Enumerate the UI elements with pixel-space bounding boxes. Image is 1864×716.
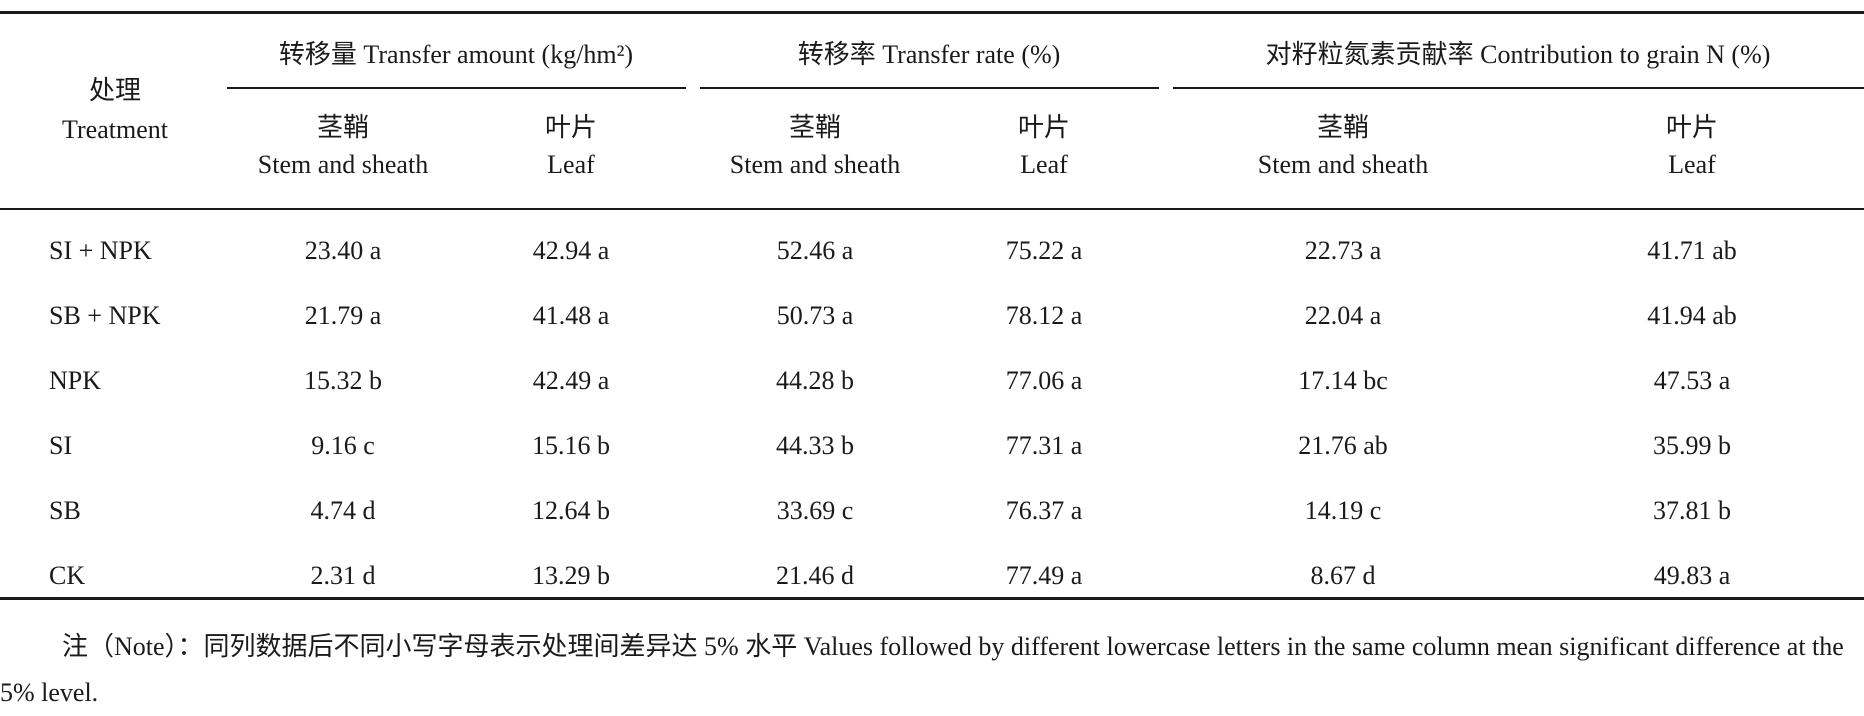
cell-contribution-stem: 21.76 ab: [1298, 431, 1388, 460]
subheader-stem-sheath-rate: 茎鞘 Stem and sheath: [730, 113, 900, 180]
row-treatment: SI: [49, 431, 73, 460]
subheader-leaf-contribution: 叶片 Leaf: [1666, 113, 1718, 180]
row-treatment: SI + NPK: [49, 236, 152, 265]
group-rule-transfer-rate: [700, 87, 1159, 89]
cell-contribution-stem: 22.73 a: [1304, 236, 1382, 265]
cell-transfer-amount-stem: 15.32 b: [304, 366, 382, 395]
cell-transfer-amount-leaf: 12.64 b: [532, 496, 610, 525]
treatment-header: 处理 Treatment: [62, 76, 168, 145]
table-bottom-rule: [0, 597, 1864, 600]
cell-transfer-rate-stem: 52.46 a: [776, 236, 854, 265]
cell-transfer-rate-leaf: 77.06 a: [1005, 366, 1083, 395]
subheader-stem-sheath-amount: 茎鞘 Stem and sheath: [258, 113, 428, 180]
cell-transfer-rate-stem: 50.73 a: [776, 301, 854, 330]
row-treatment: SB + NPK: [49, 301, 161, 330]
cell-contribution-leaf: 47.53 a: [1653, 366, 1731, 395]
row-treatment: NPK: [49, 366, 102, 395]
cell-transfer-rate-leaf: 77.31 a: [1005, 431, 1083, 460]
subheader-stem-sheath-contribution: 茎鞘 Stem and sheath: [1258, 113, 1428, 180]
cell-transfer-amount-leaf: 42.94 a: [532, 236, 610, 265]
cell-transfer-amount-leaf: 15.16 b: [532, 431, 610, 460]
cell-transfer-amount-stem: 2.31 d: [310, 561, 376, 590]
treatment-header-en: Treatment: [62, 115, 168, 144]
cell-transfer-amount-stem: 4.74 d: [310, 496, 376, 525]
subheader-en: Leaf: [1668, 150, 1716, 179]
subheader-en: Stem and sheath: [1257, 150, 1429, 179]
cell-contribution-leaf: 49.83 a: [1653, 561, 1731, 590]
cell-contribution-leaf: 35.99 b: [1653, 431, 1731, 460]
group-header-contribution: 对籽粒氮素贡献率 Contribution to grain N (%): [1265, 40, 1771, 69]
cell-contribution-stem: 22.04 a: [1304, 301, 1382, 330]
subheader-en: Stem and sheath: [729, 150, 901, 179]
group-header-transfer-amount: 转移量 Transfer amount (kg/hm²): [278, 40, 634, 69]
table-top-rule: [0, 11, 1864, 14]
group-rule-contribution: [1173, 87, 1864, 89]
cell-transfer-rate-leaf: 77.49 a: [1005, 561, 1083, 590]
cell-contribution-leaf: 41.94 ab: [1647, 301, 1737, 330]
table-header-rule: [0, 208, 1864, 210]
cell-contribution-stem: 17.14 bc: [1298, 366, 1388, 395]
subheader-zh: 叶片: [544, 113, 598, 142]
cell-contribution-stem: 8.67 d: [1310, 561, 1376, 590]
cell-transfer-rate-stem: 44.28 b: [776, 366, 854, 395]
subheader-zh: 叶片: [1665, 113, 1719, 142]
subheader-zh: 茎鞘: [316, 113, 370, 142]
subheader-zh: 茎鞘: [1316, 113, 1370, 142]
cell-transfer-rate-stem: 44.33 b: [776, 431, 854, 460]
cell-transfer-amount-leaf: 13.29 b: [532, 561, 610, 590]
treatment-header-zh: 处理: [88, 76, 142, 105]
subheader-zh: 叶片: [1017, 113, 1071, 142]
cell-contribution-leaf: 41.71 ab: [1647, 236, 1737, 265]
cell-transfer-amount-stem: 23.40 a: [304, 236, 382, 265]
group-rule-transfer-amount: [227, 87, 686, 89]
cell-transfer-rate-leaf: 76.37 a: [1005, 496, 1083, 525]
table-note: 注（Note）：同列数据后不同小写字母表示处理间差异达 5% 水平 Values…: [0, 624, 1864, 716]
subheader-en: Leaf: [1020, 150, 1068, 179]
cell-transfer-amount-leaf: 41.48 a: [532, 301, 610, 330]
cell-transfer-rate-stem: 33.69 c: [776, 496, 854, 525]
table-note-text: 注（Note）：同列数据后不同小写字母表示处理间差异达 5% 水平 Values…: [0, 632, 1844, 707]
subheader-leaf-amount: 叶片 Leaf: [545, 113, 597, 180]
cell-transfer-amount-leaf: 42.49 a: [532, 366, 610, 395]
cell-transfer-rate-leaf: 75.22 a: [1005, 236, 1083, 265]
cell-transfer-amount-stem: 9.16 c: [311, 431, 375, 460]
subheader-leaf-rate: 叶片 Leaf: [1018, 113, 1070, 180]
subheader-en: Stem and sheath: [257, 150, 429, 179]
cell-contribution-leaf: 37.81 b: [1653, 496, 1731, 525]
group-header-transfer-rate: 转移率 Transfer rate (%): [797, 40, 1061, 69]
subheader-en: Leaf: [547, 150, 595, 179]
row-treatment: SB: [49, 496, 81, 525]
subheader-zh: 茎鞘: [788, 113, 842, 142]
cell-transfer-amount-stem: 21.79 a: [304, 301, 382, 330]
cell-transfer-rate-leaf: 78.12 a: [1005, 301, 1083, 330]
cell-transfer-rate-stem: 21.46 d: [776, 561, 854, 590]
cell-contribution-stem: 14.19 c: [1304, 496, 1382, 525]
row-treatment: CK: [49, 561, 86, 590]
